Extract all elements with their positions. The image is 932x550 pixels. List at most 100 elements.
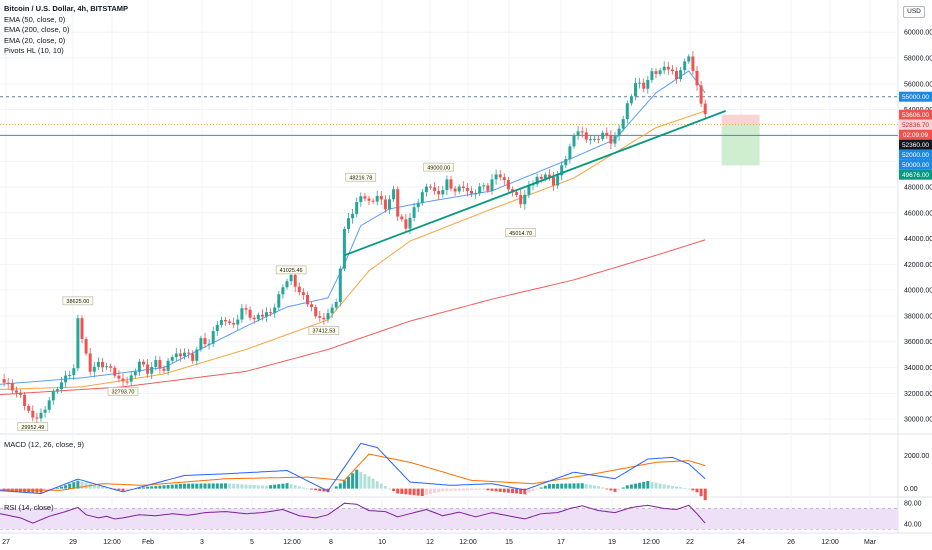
pivot-label: 45014.70 [509, 231, 532, 237]
candle-body [215, 324, 219, 332]
macd-histogram-bar [396, 488, 400, 494]
candle-body [27, 406, 31, 411]
candle-body [170, 357, 174, 361]
macd-histogram-bar [371, 478, 375, 489]
rsi-tick-label: 40.00 [904, 522, 922, 529]
candle-body [55, 389, 59, 392]
currency-badge[interactable]: USD [903, 6, 925, 18]
pivot-label: 32793.70 [112, 389, 135, 395]
rsi-tick-label: 80.00 [904, 501, 922, 508]
candle-body [478, 186, 482, 194]
candle-body [80, 318, 84, 340]
candle-body [449, 179, 453, 189]
macd-histogram-bar [137, 488, 141, 489]
price-tag [899, 149, 932, 160]
candle-body [105, 366, 109, 368]
candle-body [187, 352, 191, 354]
macd-histogram-bar [273, 484, 277, 489]
legend-ema-200[interactable]: EMA (200, close, 0) [4, 25, 70, 35]
candle-body [121, 378, 125, 382]
candle-body [568, 146, 572, 160]
rsi-pane-title[interactable]: RSI (14, close) [4, 503, 54, 512]
candle-body [72, 368, 76, 376]
pivot-label-box [17, 422, 49, 431]
candle-body [588, 139, 592, 141]
macd-histogram-bar [695, 488, 699, 493]
macd-histogram-bar [482, 488, 486, 490]
candle-body [552, 176, 555, 186]
macd-histogram-bar [80, 481, 84, 489]
candle-body [310, 304, 314, 308]
candle-body [617, 128, 621, 137]
candle-body [109, 366, 113, 368]
pivot-label: 49000.00 [427, 165, 450, 171]
macd-histogram-bar [478, 488, 482, 490]
candle-body [244, 308, 248, 310]
macd-histogram-bar [494, 488, 498, 492]
candle-body [580, 131, 584, 133]
candle-body [207, 343, 211, 345]
macd-histogram-bar [285, 483, 289, 489]
macd-histogram-bar [625, 485, 629, 489]
candle-body [293, 274, 297, 287]
candle-body [691, 56, 695, 71]
candle-body [621, 119, 625, 129]
candle-body [6, 382, 10, 384]
candle-body [424, 186, 428, 193]
candle-body [556, 175, 560, 186]
macd-histogram-bar [158, 485, 162, 489]
y-tick-label: 42000.00 [904, 262, 932, 269]
macd-histogram-bar [224, 483, 227, 489]
macd-histogram-bar [64, 485, 68, 489]
macd-histogram-bar [580, 483, 584, 489]
candle-body [306, 294, 309, 305]
y-tick-label: 60000.00 [904, 30, 932, 37]
candle-body [195, 349, 199, 361]
macd-histogram-bar [351, 473, 355, 489]
candle-body [137, 361, 141, 372]
candle-body [10, 383, 14, 391]
macd-histogram-bar [679, 487, 683, 489]
macd-histogram-bar [72, 482, 76, 489]
macd-histogram-bar [174, 484, 178, 489]
candle-body [461, 186, 465, 189]
legend-ema-20[interactable]: EMA (20, close, 0) [4, 35, 66, 45]
candle-body [219, 319, 223, 325]
macd-histogram-bar [388, 488, 391, 490]
candle-body [379, 196, 383, 200]
legend-ema-50[interactable]: EMA (50, close, 0) [4, 14, 66, 24]
macd-histogram-bar [121, 488, 125, 492]
price-tag [899, 159, 932, 170]
candle-body [338, 268, 342, 303]
candle-body [474, 193, 478, 195]
candle-body [613, 136, 617, 144]
macd-histogram-bar [576, 483, 580, 489]
price-tag-label: 53606.00 [902, 112, 929, 119]
candle-body [326, 313, 330, 320]
price-tag-label: 55000.00 [902, 94, 929, 101]
macd-pane-title[interactable]: MACD (12, 26, close, 9) [4, 440, 85, 449]
macd-histogram-bar [597, 486, 601, 489]
candle-body [543, 174, 547, 179]
candle-body [465, 188, 469, 191]
macd-histogram-bar [584, 483, 588, 489]
macd-histogram-bar [699, 488, 703, 497]
legend-pivots[interactable]: Pivots HL (10, 10) [4, 46, 64, 56]
macd-histogram-bar [322, 488, 326, 492]
macd-histogram-bar [675, 486, 678, 489]
macd-histogram-bar [461, 488, 465, 491]
macd-histogram-bar [219, 483, 223, 489]
x-tick-label: 12:00 [103, 539, 121, 546]
macd-histogram-bar [617, 488, 621, 490]
macd-histogram-bar [523, 488, 527, 495]
y-tick-label: 44000.00 [904, 236, 932, 243]
x-tick-label: 10 [378, 539, 386, 546]
macd-histogram-bar [515, 488, 519, 494]
candle-body [318, 316, 322, 318]
symbol-title[interactable]: Bitcoin / U.S. Dollar, 4h, BITSTAMP [4, 4, 129, 13]
macd-histogram-bar [683, 487, 687, 489]
macd-histogram-bar [527, 488, 531, 493]
macd-histogram-bar [662, 484, 666, 489]
candle-body [646, 79, 650, 89]
